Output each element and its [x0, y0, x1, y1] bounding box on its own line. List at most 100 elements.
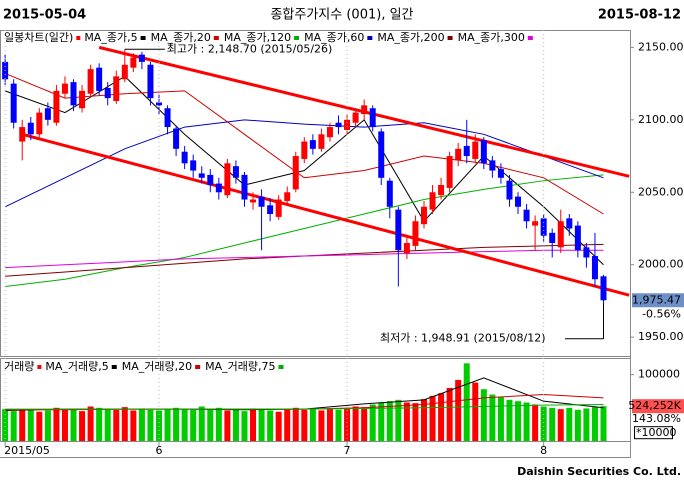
candle-body [104, 87, 111, 99]
candle-body [130, 57, 137, 68]
y-tick-label: 1950.00 [638, 330, 684, 343]
candle-body [446, 156, 453, 188]
ma-line [5, 403, 604, 410]
volume-bar [591, 407, 598, 441]
end-date: 2015-08-12 [598, 8, 681, 23]
volume-bar [480, 389, 487, 441]
candle-body [190, 160, 197, 171]
legend-title: 거래량 [4, 360, 34, 373]
footer: Daishin Securities Co. Ltd. [517, 465, 681, 478]
volume-bar [121, 407, 128, 441]
candle-body [386, 180, 393, 207]
volume-bar [583, 408, 590, 441]
candle-body [87, 69, 94, 94]
volume-bar [27, 409, 34, 441]
volume-bar [403, 402, 410, 441]
volume-bar [19, 410, 26, 441]
volume-bar [557, 409, 564, 441]
volume-bar [275, 411, 282, 441]
candle-body [301, 141, 308, 159]
candle-body [309, 140, 316, 149]
legend-marker [195, 365, 201, 369]
volume-bar [549, 407, 556, 441]
volume-bar [532, 404, 539, 441]
volume-bar [164, 409, 171, 441]
volume-plot [2, 363, 607, 441]
volume-bar [540, 406, 547, 441]
candle-body [412, 221, 419, 246]
candle-body [147, 64, 154, 99]
volume-bar [87, 406, 94, 441]
volume-bar [130, 410, 137, 441]
candle-body [292, 156, 299, 190]
ma-line [4, 119, 604, 208]
legend-entry: MA_종가,120 [224, 31, 291, 44]
start-date: 2015-05-04 [3, 8, 86, 23]
legend-marker [278, 365, 284, 369]
volume-bar [207, 409, 214, 441]
last-price-box [632, 293, 684, 308]
volume-bar [61, 409, 68, 441]
candle-body [472, 141, 479, 159]
volume-bar [438, 393, 445, 441]
candle-body [549, 232, 556, 243]
volume-bar [292, 407, 299, 441]
candle-body [224, 163, 231, 196]
y-tick-label: 2150.00 [638, 40, 684, 53]
legend-marker [111, 365, 117, 369]
volume-bar [301, 409, 308, 441]
volume-bar [79, 411, 86, 441]
legend-marker [294, 36, 300, 40]
volume-bar [395, 399, 402, 441]
last-volume: 524,252K [628, 399, 681, 412]
legend-marker [213, 36, 219, 40]
volume-bar [232, 409, 239, 441]
volume-bar [138, 408, 145, 441]
legend-entry: MA_종가,20 [151, 31, 211, 44]
candle-body [44, 108, 51, 120]
legend-marker [76, 36, 81, 40]
candle-body [96, 67, 103, 91]
candle-body [506, 180, 513, 200]
volume-bar [472, 382, 479, 441]
candle-body [583, 247, 590, 258]
volume-bar [506, 399, 513, 441]
unit-box [634, 426, 673, 440]
legend-marker [367, 36, 373, 40]
volume-bar [198, 406, 205, 441]
candle-body [173, 128, 180, 149]
trend-line [21, 132, 630, 297]
candle-body [155, 102, 162, 106]
volume-bar [566, 407, 573, 441]
volume-bar [429, 395, 436, 441]
candle-body [232, 166, 239, 178]
candle-body [61, 83, 68, 94]
candle-body [250, 199, 257, 203]
overlay: 2150.00 2100.00 2050.00 2000.00 1950.00 10000… [4, 30, 684, 457]
candle-body [395, 209, 402, 251]
volume-bar [463, 363, 470, 441]
candle-body [566, 218, 573, 229]
volume-bar [600, 406, 607, 441]
volume-bar [258, 409, 265, 441]
legend-entry: MA_거래량,75 [205, 360, 275, 373]
candle-body [540, 218, 547, 236]
candle-body [275, 199, 282, 217]
candle-body [335, 122, 342, 128]
volume-bar [267, 410, 274, 441]
candle-body [27, 122, 34, 135]
y-tick-label: 2100.00 [638, 113, 684, 126]
volume-bar [250, 408, 257, 441]
legend-entry: MA_거래량,20 [122, 360, 192, 373]
volume-bar [455, 379, 462, 441]
volume-bar [113, 409, 120, 441]
volume-bar [181, 408, 188, 441]
candle-body [36, 112, 43, 135]
candle-body [344, 119, 351, 130]
volume-bar [446, 387, 453, 441]
candle-body [138, 54, 145, 62]
volume-unit: *10000 [636, 426, 677, 439]
volume-bar [412, 403, 419, 441]
candle-body [215, 183, 222, 193]
